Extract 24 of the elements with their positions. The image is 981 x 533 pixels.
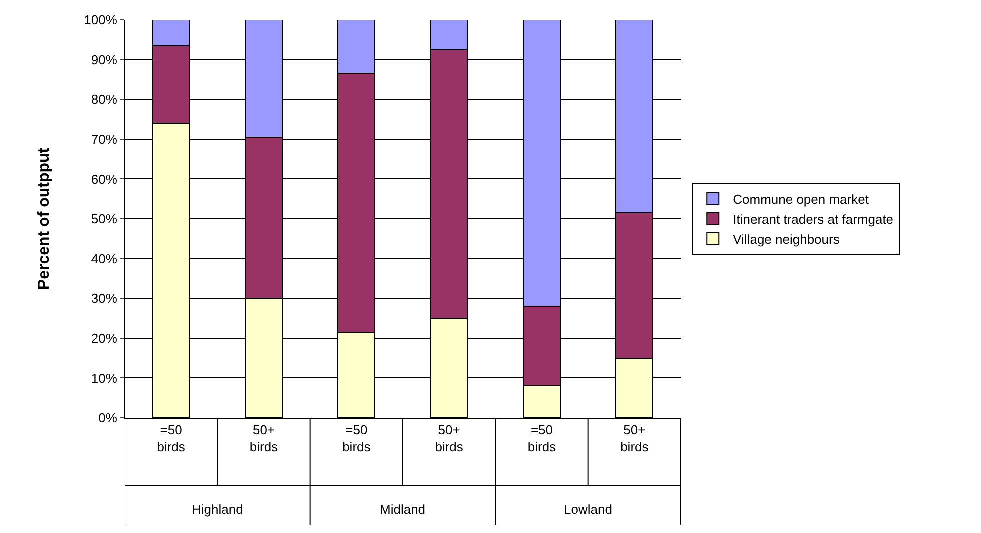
x-tick-label: 50+ birds — [620, 422, 650, 454]
y-tick-label: 10% — [91, 370, 118, 386]
y-tick-label: 90% — [91, 52, 118, 68]
legend-label: Commune open market — [733, 192, 870, 208]
y-tick-label: 20% — [91, 330, 118, 346]
x-tick-label: =50 birds — [528, 422, 557, 454]
x-tick-label: 50+ birds — [250, 422, 279, 454]
y-tick-label: 30% — [91, 291, 118, 306]
text: Lowland — [564, 502, 612, 517]
y-axis-title: Percent of outpput — [36, 147, 54, 290]
x-tick-label: =50 birds — [157, 422, 186, 454]
x-tick-label: 50+ birds — [435, 422, 464, 454]
y-tick-label: 100% — [84, 12, 118, 28]
y-tick-label: 0% — [98, 410, 118, 426]
y-tick-label: 50% — [91, 212, 118, 227]
legend-label: Village neighbours — [733, 232, 840, 247]
legend-label: Itinerant traders at farmgate — [733, 212, 894, 227]
y-tick-label: 80% — [91, 92, 118, 108]
text: Highland — [192, 502, 244, 517]
x-tick-label: =50 birds — [342, 422, 372, 454]
y-tick-label: 60% — [91, 172, 118, 187]
y-tick-label: 40% — [91, 251, 118, 266]
y-tick-label: 70% — [91, 132, 118, 147]
text: Midland — [380, 502, 426, 517]
